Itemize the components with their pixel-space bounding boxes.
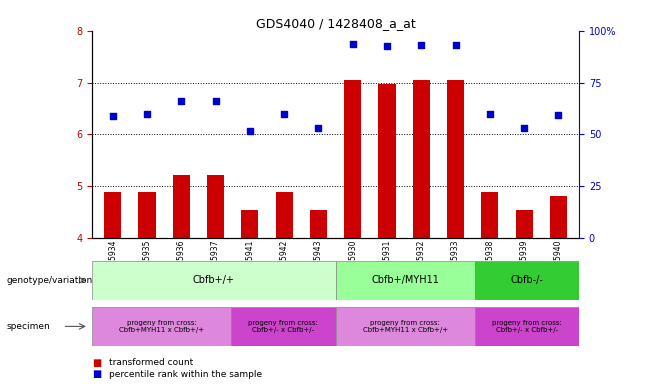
Text: Cbfb-/-: Cbfb-/-	[511, 275, 544, 285]
Bar	[413, 80, 430, 238]
Bar	[474, 261, 579, 300]
Bar	[516, 210, 533, 238]
Text: ■: ■	[92, 358, 101, 368]
Bar	[336, 307, 474, 346]
Point	[245, 128, 255, 134]
Text: progeny from cross:
Cbfb+MYH11 x Cbfb+/+: progeny from cross: Cbfb+MYH11 x Cbfb+/+	[363, 320, 447, 333]
Point	[553, 112, 564, 118]
Text: Cbfb+/MYH11: Cbfb+/MYH11	[371, 275, 439, 285]
Bar	[231, 307, 336, 346]
Bar	[481, 192, 499, 238]
Bar	[104, 192, 121, 238]
Point	[416, 41, 426, 48]
Text: progeny from cross:
Cbfb+MYH11 x Cbfb+/+: progeny from cross: Cbfb+MYH11 x Cbfb+/+	[119, 320, 204, 333]
Bar	[276, 192, 293, 238]
Point	[485, 111, 495, 117]
Bar	[447, 80, 464, 238]
Point	[519, 124, 530, 131]
Bar	[550, 195, 567, 238]
Text: ■: ■	[92, 369, 101, 379]
Bar	[336, 261, 474, 300]
Point	[211, 98, 221, 104]
Point	[382, 43, 392, 49]
Bar	[138, 192, 155, 238]
Point	[141, 111, 152, 117]
Bar	[92, 307, 231, 346]
Bar	[207, 175, 224, 238]
Point	[279, 111, 290, 117]
Bar	[378, 84, 395, 238]
Bar	[474, 307, 579, 346]
Text: progeny from cross:
Cbfb+/- x Cbfb+/-: progeny from cross: Cbfb+/- x Cbfb+/-	[492, 320, 562, 333]
Point	[347, 41, 358, 47]
Bar	[172, 175, 190, 238]
Bar	[92, 261, 336, 300]
Bar	[310, 210, 327, 238]
Bar	[241, 210, 259, 238]
Title: GDS4040 / 1428408_a_at: GDS4040 / 1428408_a_at	[256, 17, 415, 30]
Point	[450, 41, 461, 48]
Point	[107, 113, 118, 119]
Text: percentile rank within the sample: percentile rank within the sample	[109, 370, 262, 379]
Bar	[344, 80, 361, 238]
Text: specimen: specimen	[7, 322, 50, 331]
Point	[176, 98, 186, 104]
Text: transformed count: transformed count	[109, 358, 193, 367]
Text: Cbfb+/+: Cbfb+/+	[193, 275, 235, 285]
Text: genotype/variation: genotype/variation	[7, 276, 93, 285]
Point	[313, 124, 324, 131]
Text: progeny from cross:
Cbfb+/- x Cbfb+/-: progeny from cross: Cbfb+/- x Cbfb+/-	[249, 320, 318, 333]
